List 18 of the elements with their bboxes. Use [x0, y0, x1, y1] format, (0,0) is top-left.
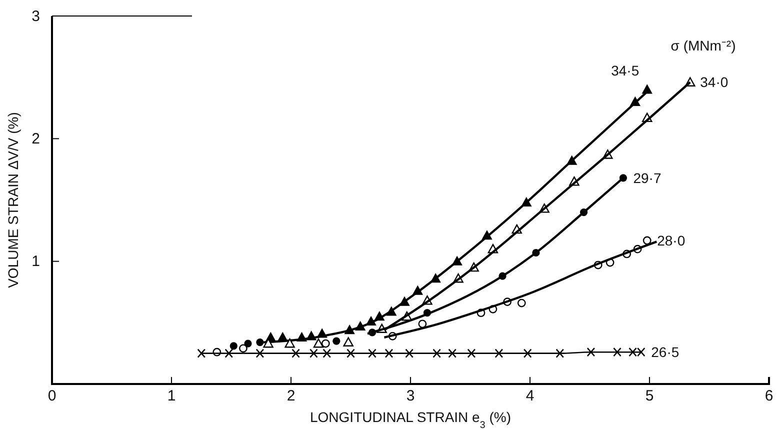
x-tick-label: 6 — [764, 388, 774, 405]
x-tick-label: 2 — [286, 388, 296, 405]
series-label: 26·5 — [651, 344, 680, 360]
series-label: 29·7 — [633, 170, 662, 186]
y-tick-label: 3 — [32, 8, 40, 25]
legend-title: σ (MNm⁻²) — [670, 37, 736, 54]
y-tick-label: 2 — [32, 130, 40, 148]
y-axis-title: VOLUME STRAIN ΔV/V (%) — [5, 112, 21, 288]
x-tick-label: 0 — [48, 388, 56, 405]
x-tick-label: 3 — [406, 388, 415, 405]
x-tick-label: 5 — [645, 388, 654, 405]
x-tick-label: 1 — [167, 388, 176, 405]
x-tick-label: 4 — [526, 388, 534, 405]
y-tick-label: 1 — [32, 253, 40, 270]
series-label: 34·0 — [700, 74, 728, 90]
x-axis-title: LONGITUDINAL STRAIN e$_{3}$ (%) — [310, 409, 511, 430]
series-label: 28·0 — [657, 232, 686, 248]
series-label: 34·5 — [611, 62, 640, 79]
